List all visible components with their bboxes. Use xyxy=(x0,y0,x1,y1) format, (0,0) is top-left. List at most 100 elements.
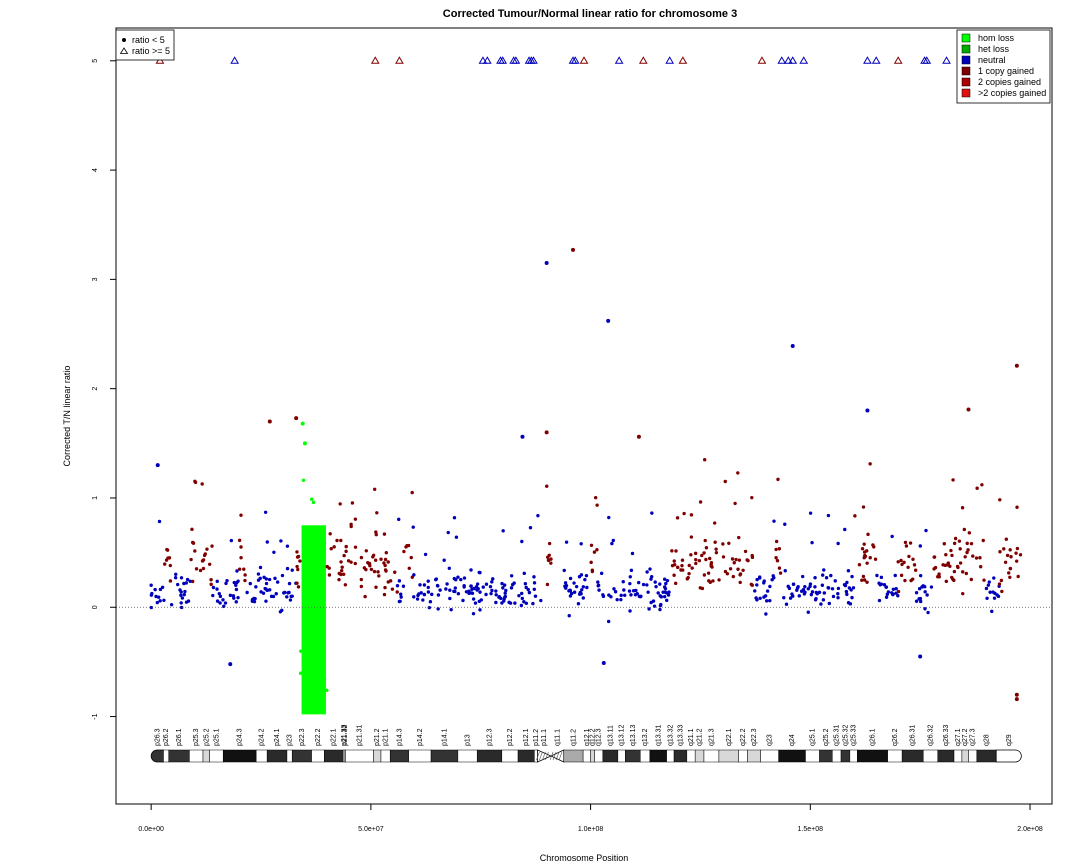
data-point xyxy=(547,541,552,546)
ideogram-band-p24.1 xyxy=(266,749,288,763)
data-point xyxy=(202,553,207,558)
band-label: p25.2 xyxy=(203,728,210,746)
data-point xyxy=(687,571,691,576)
band-label: p21.2 xyxy=(374,728,381,746)
data-point xyxy=(415,597,420,601)
ideogram-band-q12.2 xyxy=(590,749,595,763)
data-point xyxy=(723,479,727,484)
ideogram-band-p24.2 xyxy=(255,749,268,763)
data-point xyxy=(234,587,239,592)
data-point xyxy=(911,557,915,561)
data-point xyxy=(469,584,473,588)
data-point xyxy=(489,591,493,596)
data-point xyxy=(264,599,268,603)
data-point xyxy=(301,589,306,594)
ideogram-band-p22.1 xyxy=(324,749,344,763)
data-point xyxy=(481,585,485,589)
data-point xyxy=(524,601,529,605)
band-label: q25.32 xyxy=(842,724,849,746)
data-point xyxy=(932,555,936,559)
data-point xyxy=(295,550,299,554)
data-point xyxy=(730,557,735,561)
data-point xyxy=(562,568,566,573)
data-point xyxy=(217,591,221,596)
data-point xyxy=(611,538,615,543)
data-point xyxy=(738,573,742,577)
data-point xyxy=(306,668,310,673)
data-point xyxy=(622,588,626,592)
data-point xyxy=(951,478,955,482)
data-point xyxy=(585,585,589,590)
data-point xyxy=(527,590,532,595)
data-point xyxy=(503,595,507,599)
data-point xyxy=(494,593,498,597)
ideogram-band-p12.2 xyxy=(501,749,519,763)
ideogram-band-p22.3 xyxy=(291,749,312,763)
data-point xyxy=(382,592,387,597)
data-point xyxy=(634,588,638,593)
data-point xyxy=(987,580,991,584)
data-point xyxy=(985,596,989,600)
ideogram-band-p21.2 xyxy=(373,749,382,763)
data-point xyxy=(329,546,333,551)
data-point xyxy=(298,559,302,563)
data-point xyxy=(456,592,461,596)
data-point xyxy=(680,563,684,568)
outlier-point xyxy=(966,407,971,412)
data-point xyxy=(243,573,247,577)
data-point xyxy=(399,595,403,599)
data-point xyxy=(884,595,889,599)
data-point xyxy=(865,580,869,584)
data-point xyxy=(567,614,571,618)
band-label: p12.1 xyxy=(523,728,530,746)
outlier-point xyxy=(302,441,307,446)
ideogram-band-p23 xyxy=(286,749,293,763)
y-axis-label: Corrected T/N linear ratio xyxy=(62,366,72,467)
data-point xyxy=(383,557,388,562)
data-point xyxy=(809,592,814,597)
data-point xyxy=(384,550,389,555)
centromere-hatch xyxy=(542,751,546,761)
data-point xyxy=(179,593,183,598)
data-point xyxy=(658,582,662,586)
high-ratio-point xyxy=(579,56,589,64)
data-point xyxy=(843,527,847,532)
data-point xyxy=(393,570,397,574)
band-label: q27.3 xyxy=(970,728,977,746)
high-ratio-point xyxy=(777,56,787,64)
band-label: p14.2 xyxy=(417,728,424,746)
ideogram-band-q13.2 xyxy=(639,749,651,763)
data-point xyxy=(998,550,1002,554)
data-point xyxy=(422,583,427,587)
data-point xyxy=(520,591,524,596)
data-point xyxy=(179,576,184,580)
band-label: p24.2 xyxy=(259,728,266,746)
data-point xyxy=(273,576,277,581)
centromere-hatch xyxy=(558,751,563,761)
high-ratio-point xyxy=(370,56,380,64)
x-tick-label: 1.0e+08 xyxy=(578,826,604,833)
data-point xyxy=(359,577,364,582)
data-point xyxy=(906,565,910,570)
y-tick-label: 3 xyxy=(92,277,99,281)
data-point xyxy=(589,543,594,547)
data-point xyxy=(194,567,199,571)
band-label: q13.2 xyxy=(642,728,649,746)
data-point xyxy=(353,545,358,549)
data-point xyxy=(317,553,322,557)
legend-label: hom loss xyxy=(978,33,1015,43)
data-point xyxy=(201,566,206,571)
high-ratio-point xyxy=(863,56,872,64)
data-point xyxy=(670,549,674,553)
data-point xyxy=(259,590,263,594)
band-label: p21.1 xyxy=(383,728,390,746)
data-point xyxy=(700,586,705,591)
data-point xyxy=(601,594,606,599)
data-point xyxy=(302,617,306,622)
band-label: q22.1 xyxy=(726,728,733,746)
data-point xyxy=(967,531,972,535)
data-point xyxy=(229,538,234,543)
outlier-point xyxy=(1014,692,1019,697)
high-ratio-point xyxy=(799,56,809,64)
shape-legend-label: ratio < 5 xyxy=(132,35,165,45)
